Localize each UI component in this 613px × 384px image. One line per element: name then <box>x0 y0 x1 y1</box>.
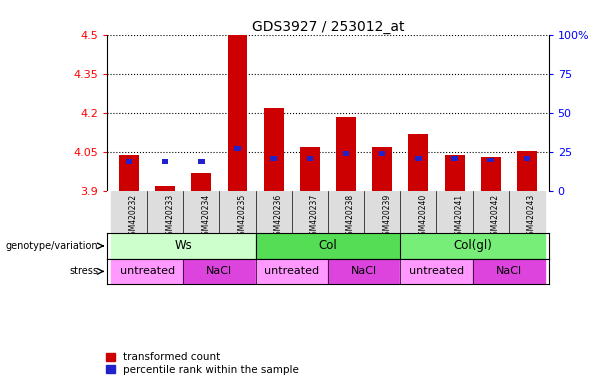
Bar <box>111 192 147 233</box>
Bar <box>415 156 422 161</box>
Bar <box>264 108 284 192</box>
Bar <box>147 192 183 233</box>
Legend: transformed count, percentile rank within the sample: transformed count, percentile rank withi… <box>106 353 299 375</box>
Bar <box>400 233 545 259</box>
Bar <box>306 156 313 161</box>
Bar <box>343 151 349 156</box>
Text: GSM420240: GSM420240 <box>419 194 427 240</box>
Bar <box>451 156 458 161</box>
Text: GSM420235: GSM420235 <box>237 194 246 240</box>
Bar <box>379 151 386 156</box>
Bar <box>191 173 211 192</box>
Bar <box>372 147 392 192</box>
Bar <box>481 157 501 192</box>
Text: genotype/variation: genotype/variation <box>6 241 98 251</box>
Bar <box>126 159 132 164</box>
Bar <box>111 259 183 284</box>
Title: GDS3927 / 253012_at: GDS3927 / 253012_at <box>252 20 404 33</box>
Bar <box>256 192 292 233</box>
Text: NaCl: NaCl <box>207 266 232 276</box>
Text: GSM420238: GSM420238 <box>346 194 355 240</box>
Bar <box>227 35 248 192</box>
Text: NaCl: NaCl <box>496 266 522 276</box>
Text: GSM420233: GSM420233 <box>165 194 174 240</box>
Text: NaCl: NaCl <box>351 266 377 276</box>
Text: untreated: untreated <box>264 266 319 276</box>
Text: stress: stress <box>69 266 98 276</box>
Bar <box>256 259 328 284</box>
Bar <box>408 134 428 192</box>
Bar <box>183 259 256 284</box>
Bar <box>444 155 465 192</box>
Bar <box>162 159 169 164</box>
Bar <box>436 192 473 233</box>
Text: Col: Col <box>319 239 337 252</box>
Bar <box>524 156 530 161</box>
Bar <box>256 233 400 259</box>
Bar <box>219 192 256 233</box>
Bar <box>198 159 205 164</box>
Bar <box>336 117 356 192</box>
Bar <box>328 259 400 284</box>
Bar <box>234 146 241 151</box>
Text: untreated: untreated <box>409 266 464 276</box>
Bar <box>509 192 545 233</box>
Bar <box>473 259 545 284</box>
Bar <box>270 156 277 161</box>
Bar <box>111 233 256 259</box>
Bar <box>400 259 473 284</box>
Bar <box>473 192 509 233</box>
Text: GSM420236: GSM420236 <box>273 194 283 240</box>
Bar <box>155 186 175 192</box>
Text: GSM420237: GSM420237 <box>310 194 319 240</box>
Text: GSM420241: GSM420241 <box>455 194 463 240</box>
Text: Ws: Ws <box>174 239 192 252</box>
Text: GSM420234: GSM420234 <box>201 194 210 240</box>
Bar <box>487 158 494 162</box>
Text: GSM420239: GSM420239 <box>383 194 391 240</box>
Text: GSM420232: GSM420232 <box>129 194 138 240</box>
Bar <box>364 192 400 233</box>
Bar <box>119 155 139 192</box>
Bar <box>400 192 436 233</box>
Text: GSM420243: GSM420243 <box>527 194 536 240</box>
Text: GSM420242: GSM420242 <box>491 194 500 240</box>
Text: untreated: untreated <box>120 266 175 276</box>
Bar <box>517 151 537 192</box>
Bar <box>292 192 328 233</box>
Bar <box>300 147 320 192</box>
Text: Col(gl): Col(gl) <box>453 239 492 252</box>
Bar <box>328 192 364 233</box>
Bar <box>183 192 219 233</box>
